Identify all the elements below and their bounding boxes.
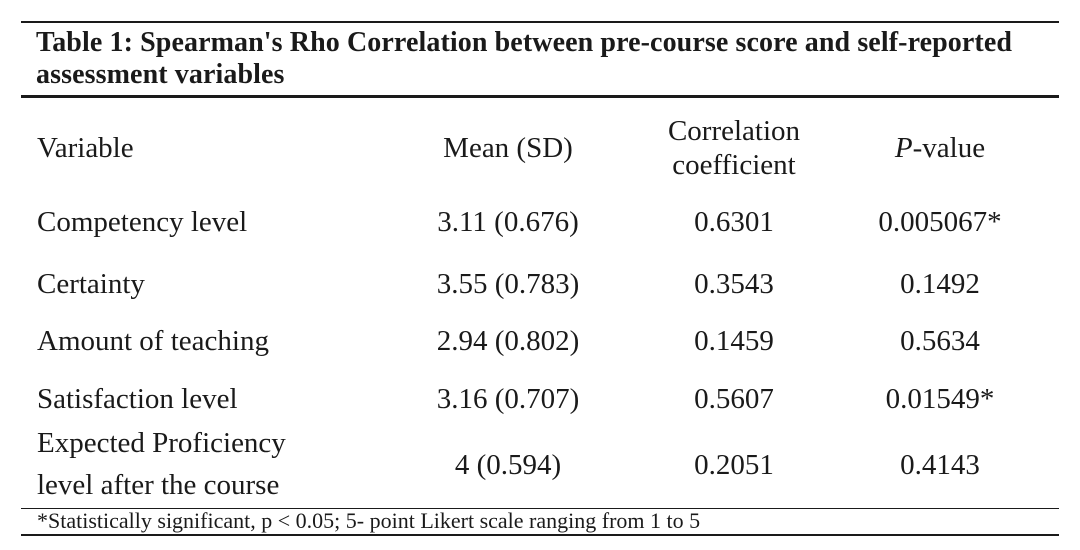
row-correlation: 0.2051	[694, 449, 774, 481]
row-p-value: 0.4143	[900, 449, 980, 481]
row-variable: Amount of teaching	[37, 325, 269, 357]
table-top-rule	[21, 21, 1059, 23]
footnote-divider-rule	[21, 508, 1059, 509]
header-correlation-line1: Correlation	[667, 115, 801, 147]
row-p-value: 0.01549*	[885, 383, 995, 415]
table-caption: Table 1: Spearman's Rho Correlation betw…	[36, 27, 1013, 90]
results-table: Table 1: Spearman's Rho Correlation betw…	[21, 21, 1059, 536]
row-correlation: 0.6301	[694, 206, 774, 238]
header-variable: Variable	[37, 132, 134, 164]
header-p-value: P-value	[845, 131, 1035, 165]
table-footnote: *Statistically significant, p < 0.05; 5-…	[37, 508, 701, 533]
row-p-value: 0.005067*	[878, 206, 1002, 238]
row-correlation: 0.1459	[694, 325, 774, 357]
header-p-value-rest: -value	[912, 132, 986, 164]
caption-divider-rule	[21, 95, 1059, 98]
row-variable-line1: Expected Proficiency	[37, 427, 286, 459]
row-mean-sd: 4 (0.594)	[454, 449, 562, 481]
header-correlation-coefficient: Correlation coefficient	[623, 114, 845, 182]
header-mean-sd: Mean (SD)	[443, 132, 573, 164]
row-correlation: 0.3543	[694, 268, 774, 300]
row-p-value: 0.5634	[900, 325, 980, 357]
row-mean-sd: 3.16 (0.707)	[436, 383, 580, 415]
header-correlation-line2: coefficient	[672, 149, 796, 181]
header-p-value-italic: P	[894, 132, 913, 164]
row-mean-sd: 3.11 (0.676)	[437, 206, 579, 238]
row-correlation: 0.5607	[694, 383, 774, 415]
row-variable: Certainty	[37, 268, 145, 300]
row-mean-sd: 2.94 (0.802)	[436, 325, 580, 357]
row-mean-sd: 3.55 (0.783)	[436, 268, 580, 300]
row-variable: Competency level	[37, 206, 248, 238]
table-bottom-rule	[21, 534, 1059, 536]
row-variable-line2: level after the course	[37, 469, 280, 501]
row-variable: Satisfaction level	[37, 383, 238, 415]
row-p-value: 0.1492	[900, 268, 980, 300]
